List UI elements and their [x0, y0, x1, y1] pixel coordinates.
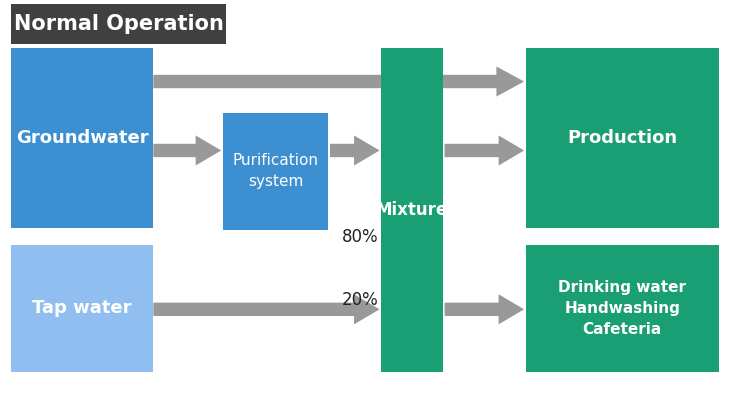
FancyBboxPatch shape [11, 48, 153, 228]
FancyBboxPatch shape [381, 48, 443, 372]
Text: Mixture: Mixture [376, 201, 448, 219]
Text: Drinking water
Handwashing
Cafeteria: Drinking water Handwashing Cafeteria [558, 280, 686, 337]
FancyArrow shape [153, 135, 221, 166]
FancyArrow shape [445, 135, 524, 166]
FancyBboxPatch shape [526, 48, 719, 228]
FancyBboxPatch shape [223, 113, 328, 230]
FancyBboxPatch shape [11, 245, 153, 372]
FancyBboxPatch shape [526, 245, 719, 372]
FancyBboxPatch shape [11, 4, 226, 44]
FancyArrow shape [445, 294, 524, 324]
Text: 20%: 20% [342, 291, 378, 308]
Text: Purification
system: Purification system [233, 153, 318, 189]
Text: Tap water: Tap water [32, 299, 132, 317]
Text: Production: Production [567, 129, 677, 147]
FancyArrow shape [153, 294, 380, 324]
FancyArrow shape [153, 66, 524, 97]
Text: Normal Operation: Normal Operation [14, 14, 223, 34]
Text: Groundwater: Groundwater [16, 129, 148, 147]
FancyArrow shape [330, 135, 380, 166]
Text: 80%: 80% [342, 228, 378, 246]
